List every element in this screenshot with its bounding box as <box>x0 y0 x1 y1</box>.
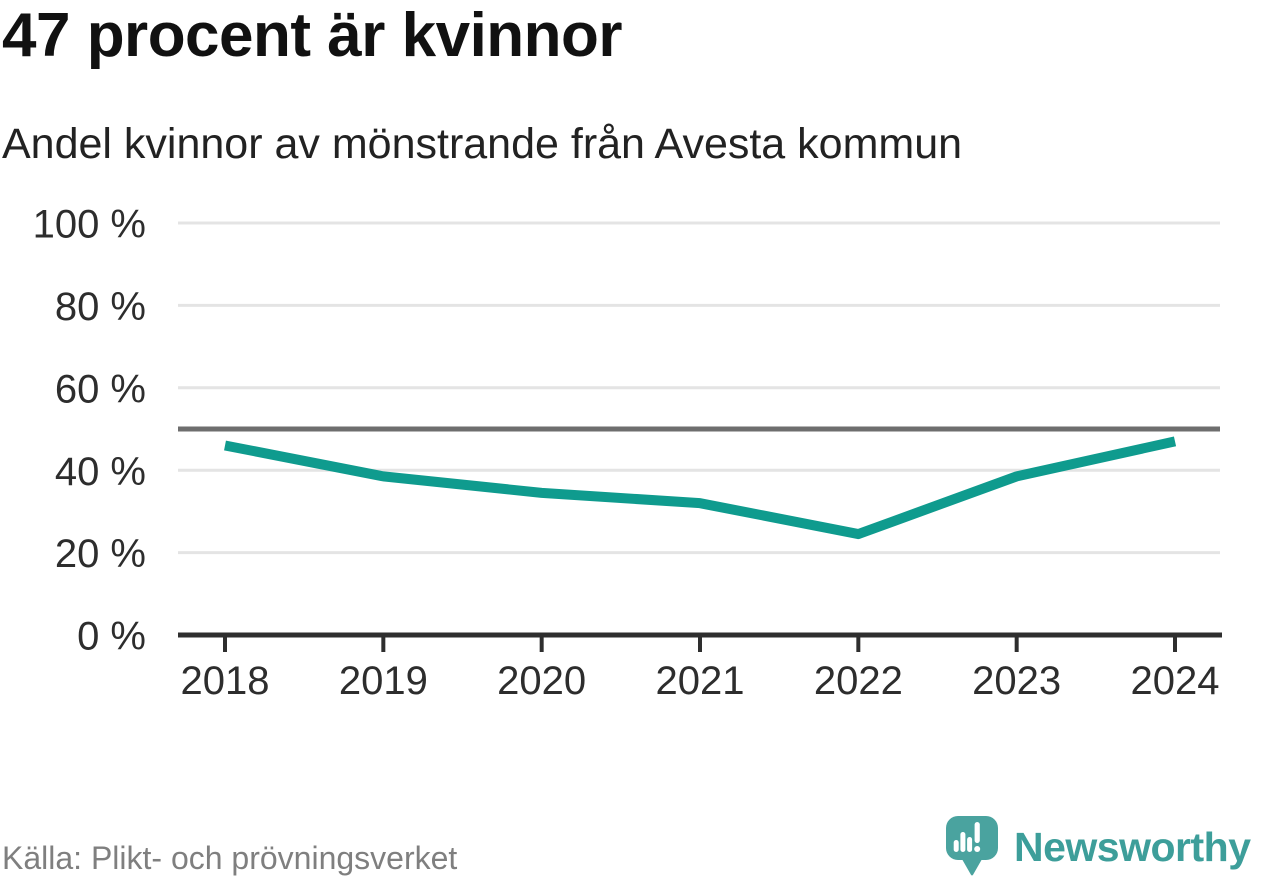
brand: Newsworthy <box>946 816 1251 878</box>
x-tick-label: 2023 <box>972 659 1061 703</box>
y-tick-label: 60 % <box>55 367 146 411</box>
x-tick-label: 2022 <box>814 659 903 703</box>
x-tick-label: 2021 <box>656 659 745 703</box>
newsworthy-logo-icon <box>946 816 998 876</box>
source-note: Källa: Plikt- och prövningsverket <box>2 840 458 876</box>
logo-bar-3 <box>967 837 973 852</box>
logo-bar-1 <box>953 840 959 852</box>
chart-subtitle: Andel kvinnor av mönstrande från Avesta … <box>2 120 963 168</box>
x-tick-label: 2024 <box>1131 659 1220 703</box>
y-tick-label: 0 % <box>77 615 146 659</box>
y-tick-label: 40 % <box>55 450 146 494</box>
y-tick-label: 20 % <box>55 532 146 576</box>
y-tick-label: 100 % <box>33 203 146 247</box>
chart-title: 47 procent är kvinnor <box>2 1 623 70</box>
brand-name: Newsworthy <box>1014 823 1251 870</box>
logo-bar-2 <box>960 832 966 852</box>
y-tick-label: 80 % <box>55 285 146 329</box>
data-line <box>224 436 1177 540</box>
logo-exclamation-bar <box>974 822 980 843</box>
x-tick-label: 2019 <box>339 659 428 703</box>
x-tick-label: 2020 <box>497 659 586 703</box>
logo-exclamation-dot <box>974 846 981 852</box>
x-tick-label: 2018 <box>181 659 270 703</box>
